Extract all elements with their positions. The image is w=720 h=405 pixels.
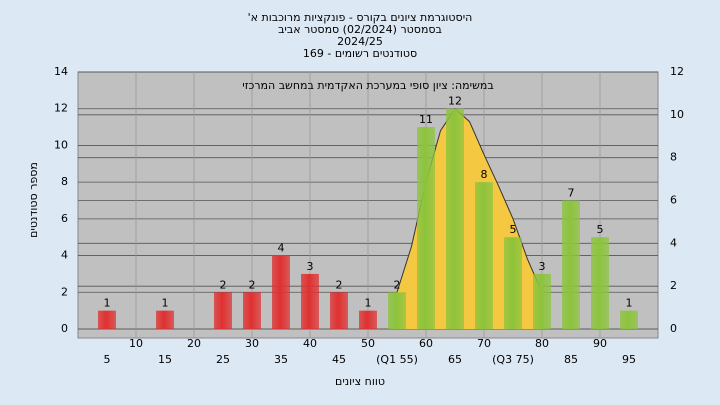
x-tick-label: 95: [622, 353, 636, 366]
y2-tick-label: 4: [670, 236, 677, 249]
bar-label: 7: [568, 187, 575, 200]
bar: [533, 273, 551, 329]
bar: [243, 292, 261, 329]
bar-label: 8: [481, 168, 488, 181]
bar-label: 1: [104, 297, 111, 310]
bar: [620, 310, 638, 329]
title: 2024/25: [337, 35, 383, 48]
x-tick-label: 5: [104, 353, 111, 366]
x-tick-label: 85: [564, 353, 578, 366]
bar: [562, 200, 580, 329]
bar-label: 1: [365, 297, 372, 310]
y-tick-label: 0: [61, 322, 68, 335]
y2-tick-label: 6: [670, 194, 677, 207]
x-tick-label: 25: [216, 353, 230, 366]
bar-label: 2: [220, 278, 227, 291]
x-tick-label: 60: [419, 337, 433, 350]
bar-label: 5: [510, 223, 517, 236]
bar: [417, 127, 435, 329]
y-axis-label: מספר סטודנטים: [27, 162, 40, 238]
annotation: במשימה: ציון סופי במערכת האקדמית במחשב ה…: [242, 79, 493, 92]
x-tick-label: 20: [187, 337, 201, 350]
title: בסמסטר (02/2024) סמסטר אביב: [278, 23, 442, 36]
y2-tick-label: 10: [670, 108, 684, 121]
bar-label: 4: [278, 242, 285, 255]
y-tick-label: 12: [54, 102, 68, 115]
bar-label: 1: [162, 297, 169, 310]
x-tick-label: 45: [332, 353, 346, 366]
x-tick-label: 50: [361, 337, 375, 350]
y2-tick-label: 12: [670, 65, 684, 78]
x-tick-label: 90: [593, 337, 607, 350]
y-tick-label: 14: [54, 65, 68, 78]
x-axis-label: טווח ציונים: [335, 375, 385, 388]
bar: [214, 292, 232, 329]
bar-label: 1: [626, 297, 633, 310]
y2-tick-label: 8: [670, 151, 677, 164]
title: היסטוגרמת ציונים בקורס - פונקציות מרוכבו…: [248, 11, 473, 24]
bar-label: 2: [249, 278, 256, 291]
x-tick-label: 30: [245, 337, 259, 350]
bar: [388, 292, 406, 329]
x-tick-label: 15: [158, 353, 172, 366]
bar: [446, 108, 464, 329]
y-tick-label: 8: [61, 175, 68, 188]
bar: [98, 310, 116, 329]
x-tick-label: 80: [535, 337, 549, 350]
bar-label: 2: [336, 278, 343, 291]
y-tick-label: 10: [54, 138, 68, 151]
y-tick-label: 6: [61, 212, 68, 225]
y2-tick-label: 2: [670, 279, 677, 292]
bar-label: 3: [307, 260, 314, 273]
x-tick-label: 40: [303, 337, 317, 350]
bar-label: 2: [394, 278, 401, 291]
x-tick-label: 65: [448, 353, 462, 366]
x-tick-label: 10: [129, 337, 143, 350]
bar: [272, 255, 290, 329]
y-tick-label: 2: [61, 285, 68, 298]
title: סטודנטים רשומים - 169: [303, 47, 417, 60]
bar: [504, 237, 522, 329]
bar: [330, 292, 348, 329]
x-tick-label: 35: [274, 353, 288, 366]
y-tick-label: 4: [61, 249, 68, 262]
bar: [156, 310, 174, 329]
y2-tick-label: 0: [670, 322, 677, 335]
x-tick-label: 70: [477, 337, 491, 350]
bar: [301, 273, 319, 329]
bar-label: 11: [419, 113, 433, 126]
bar-label: 12: [448, 95, 462, 108]
x-tick-label: (Q1 55): [376, 353, 418, 366]
bar-label: 5: [597, 223, 604, 236]
x-tick-label: (Q3 75): [492, 353, 534, 366]
bar: [359, 310, 377, 329]
bar: [591, 237, 609, 329]
bar-label: 3: [539, 260, 546, 273]
bar: [475, 182, 493, 329]
